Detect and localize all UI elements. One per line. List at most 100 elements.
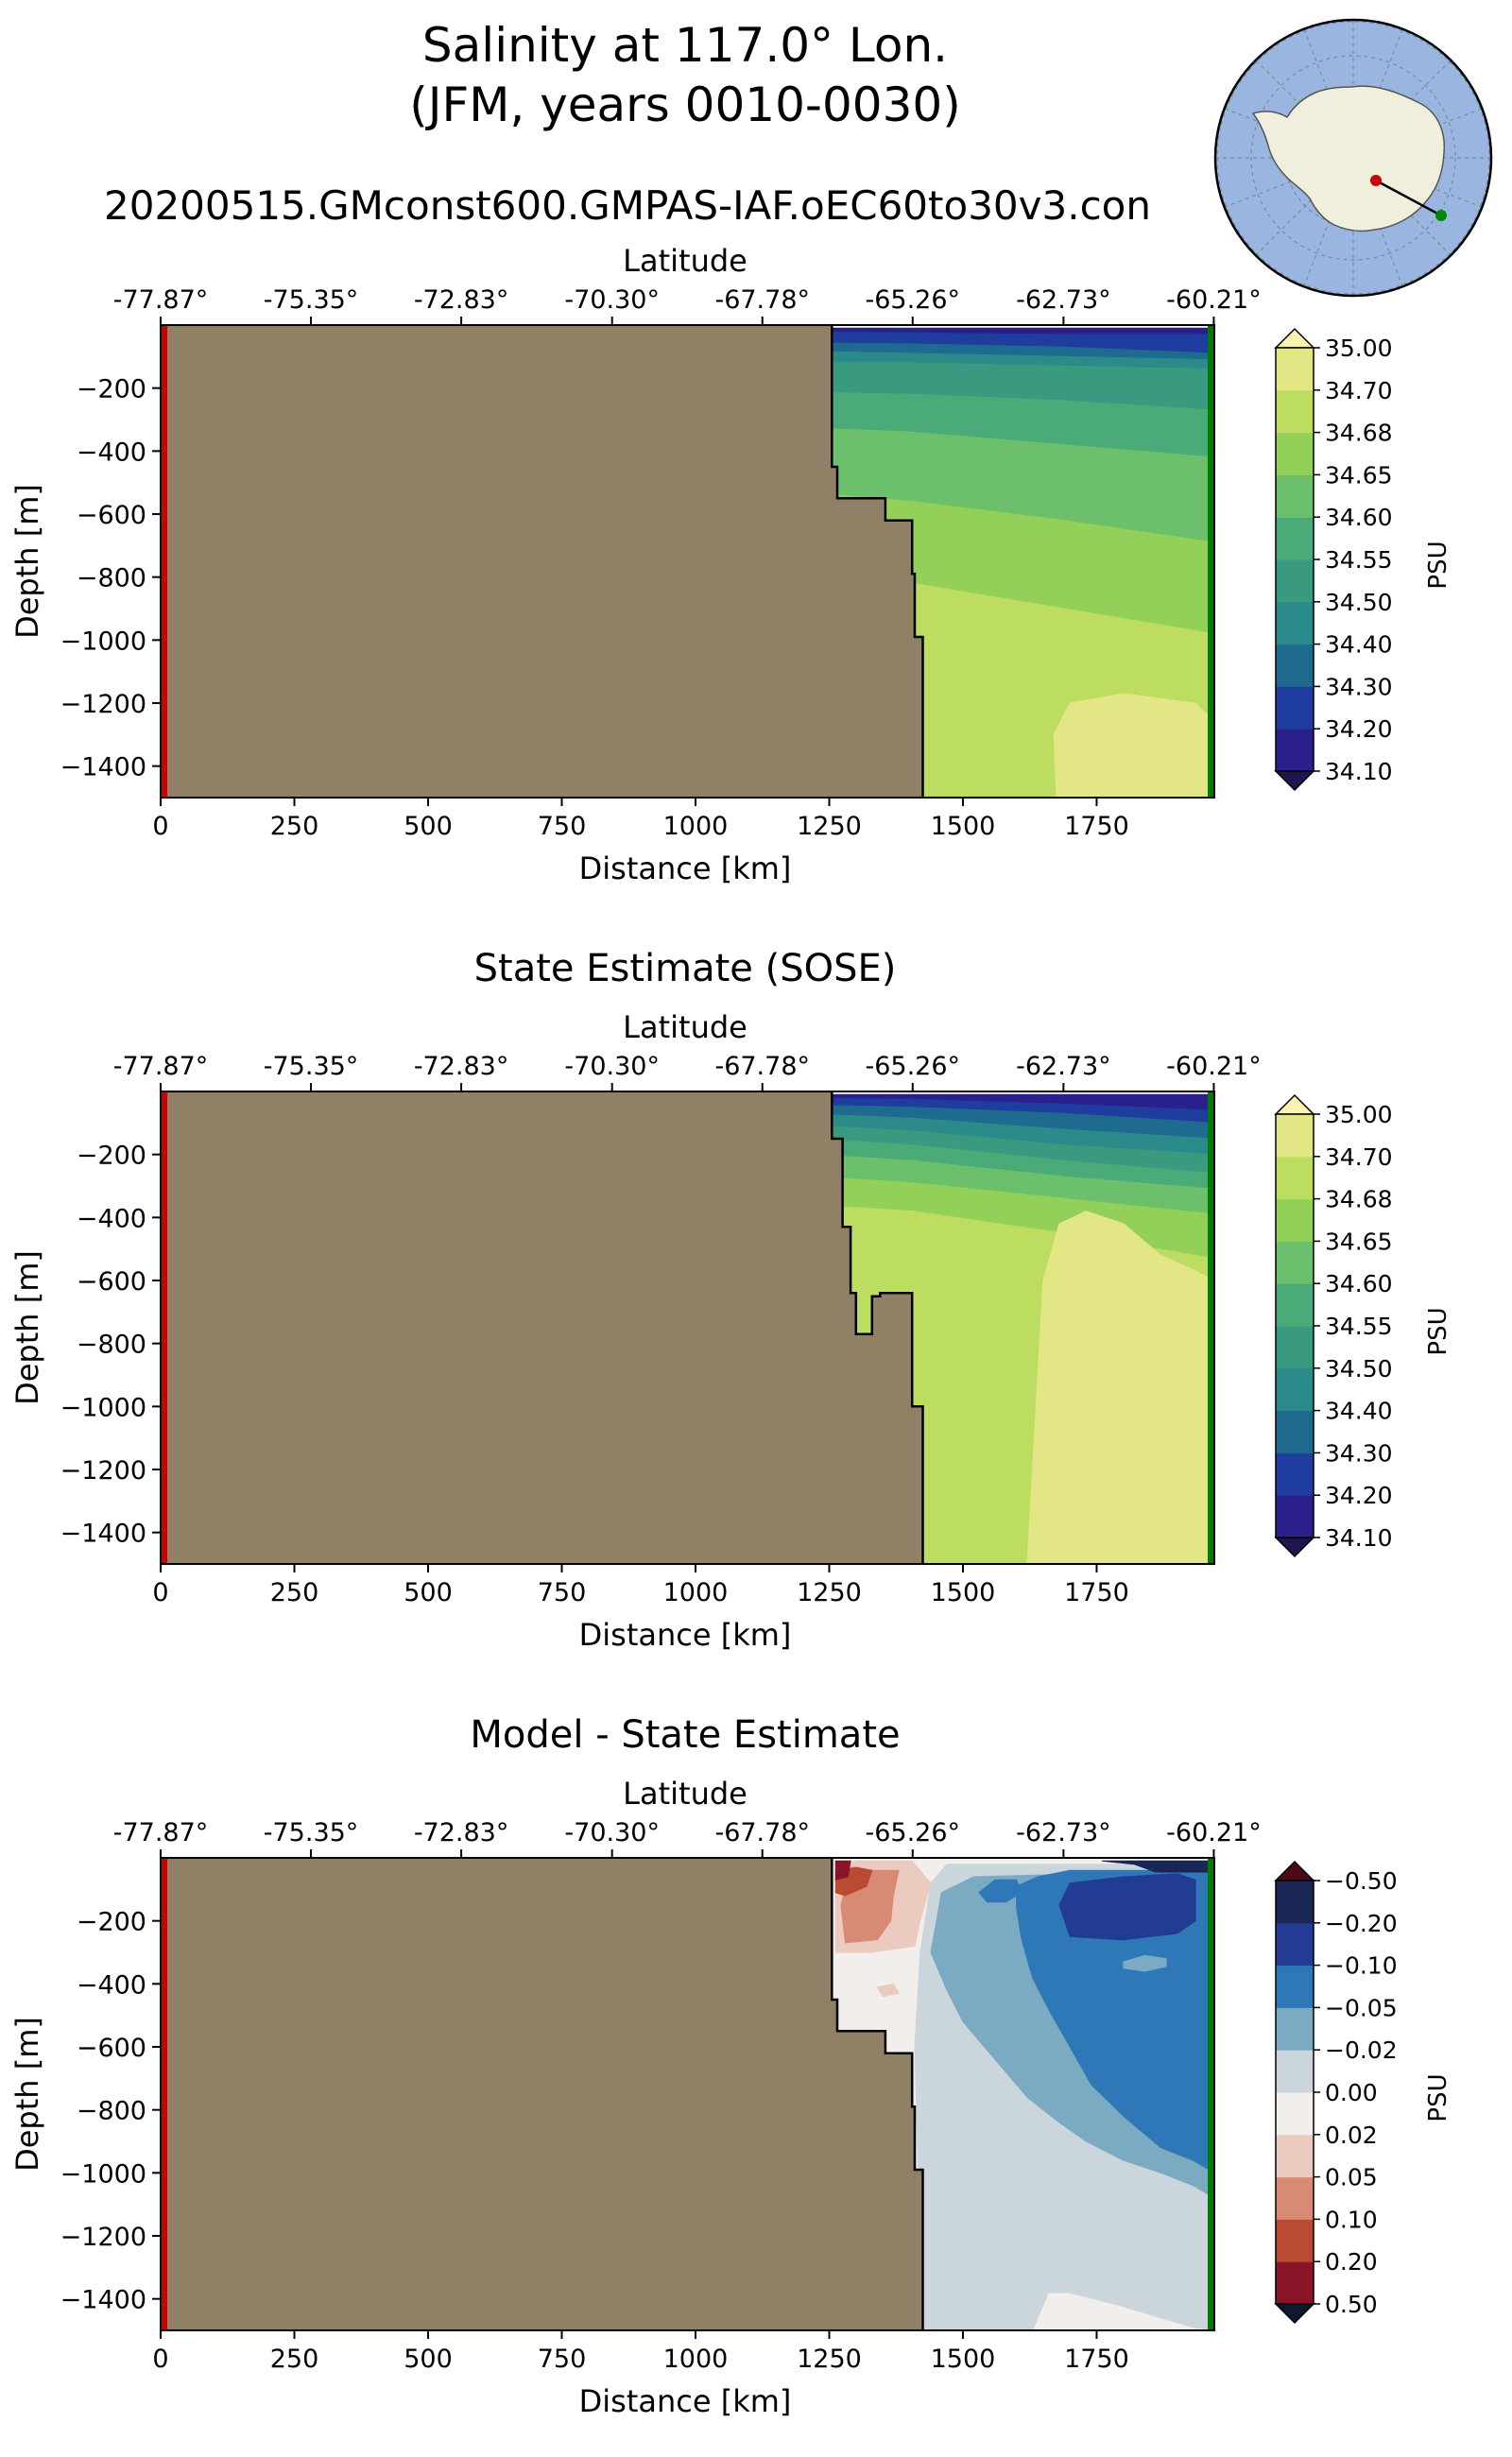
plot-area — [161, 1858, 1214, 2330]
panel-title: State Estimate (SOSE) — [474, 947, 897, 990]
colorbar-tick-label: 34.30 — [1325, 1439, 1393, 1467]
latitude-tick-label: -65.26° — [866, 285, 961, 315]
latitude-tick-label: -60.21° — [1166, 1818, 1262, 1847]
x-tick-label: 1750 — [1064, 2345, 1129, 2374]
y-tick-label: −400 — [77, 1204, 146, 1233]
figure-title-line2: (JFM, years 0010-0030) — [409, 77, 960, 132]
y-tick-label: −1200 — [60, 690, 146, 719]
land-mask — [161, 1858, 923, 2330]
contour-region — [1058, 1873, 1196, 1941]
contour-region — [1102, 1860, 1214, 1873]
y-tick-label: −800 — [77, 2097, 146, 2126]
colorbar-tick-label: 34.60 — [1325, 1270, 1393, 1297]
colorbar-tick-label: 34.40 — [1325, 1398, 1393, 1425]
x-tick-label: 250 — [270, 2345, 319, 2374]
x-tick-label: 1750 — [1064, 812, 1129, 841]
colorbar-tick-label: 34.50 — [1325, 1355, 1393, 1383]
y-tick-label: −1400 — [60, 753, 146, 782]
map-border — [1213, 18, 1493, 298]
inset-map — [1213, 18, 1493, 298]
y-tick-label: −1000 — [60, 1393, 146, 1422]
colorbar-swatch — [1276, 559, 1314, 603]
contour-region — [978, 1879, 1022, 1903]
model-panel: Latitude Distance [km] Depth [m] PSU 0 25… — [9, 243, 1452, 886]
colorbar-swatch — [1276, 1881, 1314, 1924]
colorbar-swatch — [1276, 729, 1314, 772]
y-tick-label: −200 — [77, 1142, 146, 1171]
land-mask — [161, 325, 923, 798]
colorbar-swatch — [1276, 1326, 1314, 1369]
colorbar-swatch — [1276, 2261, 1314, 2305]
y-tick-label: −800 — [77, 1331, 146, 1360]
latitude-tick-label: -70.30° — [564, 1818, 660, 1847]
colorbar-swatch — [1276, 389, 1314, 434]
axes-frame — [160, 324, 1215, 799]
colorbar-tick-label: 34.10 — [1325, 1524, 1393, 1552]
colorbar-swatch — [1276, 2007, 1314, 2051]
latitude-tick-label: -70.30° — [564, 285, 660, 315]
colorbar-tick-label: 34.70 — [1325, 377, 1393, 404]
colorbar-label: PSU — [1424, 541, 1452, 589]
latitude-tick-label: -75.35° — [264, 1818, 359, 1847]
colorbar-swatch — [1276, 686, 1314, 730]
x-tick-label: 1000 — [663, 812, 729, 841]
y-tick-label: −600 — [77, 2034, 146, 2063]
y-tick-label: −1400 — [60, 2286, 146, 2315]
y-axis-label: Depth [m] — [9, 484, 45, 639]
colorbar-swatch — [1276, 1241, 1314, 1284]
latitude-tick-label: -67.78° — [714, 1818, 810, 1847]
colorbar-extend-high — [1274, 1093, 1315, 1115]
plot-area — [161, 1091, 1214, 1564]
colorbar-extend-low — [1274, 1537, 1315, 1558]
x-tick-label: 500 — [404, 1578, 453, 1607]
latitude-axis-label: Latitude — [623, 243, 747, 279]
y-tick-label: −1400 — [60, 1520, 146, 1549]
x-tick-label: 1750 — [1064, 1578, 1129, 1607]
latitude-tick-label: -65.26° — [866, 1818, 961, 1847]
colorbar-tick-label: 34.20 — [1325, 1482, 1393, 1509]
colorbar-swatch — [1276, 1367, 1314, 1412]
colorbar-swatch — [1276, 1198, 1314, 1242]
colorbar-tick-label: 34.68 — [1325, 420, 1393, 447]
colorbar-tick-label: 0.50 — [1325, 2291, 1378, 2318]
section-end-dot — [1435, 210, 1447, 221]
plot-area — [161, 325, 1214, 798]
x-tick-label: 500 — [404, 2345, 453, 2374]
colorbar-swatch — [1276, 1283, 1314, 1327]
colorbar-tick-label: 34.65 — [1325, 1228, 1393, 1255]
colorbar-tick-label: 0.00 — [1325, 2079, 1378, 2106]
sose-panel: State Estimate (SOSE) Latitude Distance … — [9, 947, 1452, 1653]
latitude-tick-label: -77.87° — [113, 1052, 209, 1081]
antarctica-icon — [1251, 85, 1446, 232]
latitude-tick-label: -62.73° — [1016, 1052, 1111, 1081]
x-tick-label: 0 — [152, 2345, 168, 2374]
x-tick-label: 1500 — [931, 2345, 996, 2374]
latitude-tick-label: -62.73° — [1016, 1818, 1111, 1847]
y-tick-label: −1000 — [60, 2159, 146, 2189]
latitude-tick-label: -65.26° — [866, 1052, 961, 1081]
contour-region — [834, 1860, 851, 1881]
colorbar-label: PSU — [1424, 2073, 1452, 2122]
latitude-tick-label: -62.73° — [1016, 285, 1111, 315]
colorbar-extend-high — [1274, 1860, 1315, 1881]
colorbar-swatch — [1276, 348, 1314, 391]
contour-region — [1016, 1869, 1214, 2174]
x-axis-label: Distance [km] — [579, 2383, 792, 2419]
colorbar-tick-label: 35.00 — [1325, 1101, 1393, 1128]
colorbar-swatch — [1276, 2050, 1314, 2093]
bathymetry-line — [831, 1091, 924, 1564]
colorbar-tick-label: 35.00 — [1325, 335, 1393, 362]
x-tick-label: 500 — [404, 812, 453, 841]
colorbar-swatch — [1276, 1452, 1314, 1496]
y-tick-label: −800 — [77, 564, 146, 593]
x-tick-label: 1500 — [931, 1578, 996, 1607]
x-tick-label: 1250 — [797, 812, 862, 841]
colorbar-tick-label: 0.05 — [1325, 2164, 1378, 2191]
colorbar-tick-label: 34.55 — [1325, 546, 1393, 574]
y-tick-label: −600 — [77, 501, 146, 530]
colorbar-tick-label: 0.10 — [1325, 2206, 1378, 2233]
colorbar-tick-label: 34.50 — [1325, 589, 1393, 616]
x-tick-label: 1000 — [663, 1578, 729, 1607]
latitude-tick-label: -75.35° — [264, 1052, 359, 1081]
